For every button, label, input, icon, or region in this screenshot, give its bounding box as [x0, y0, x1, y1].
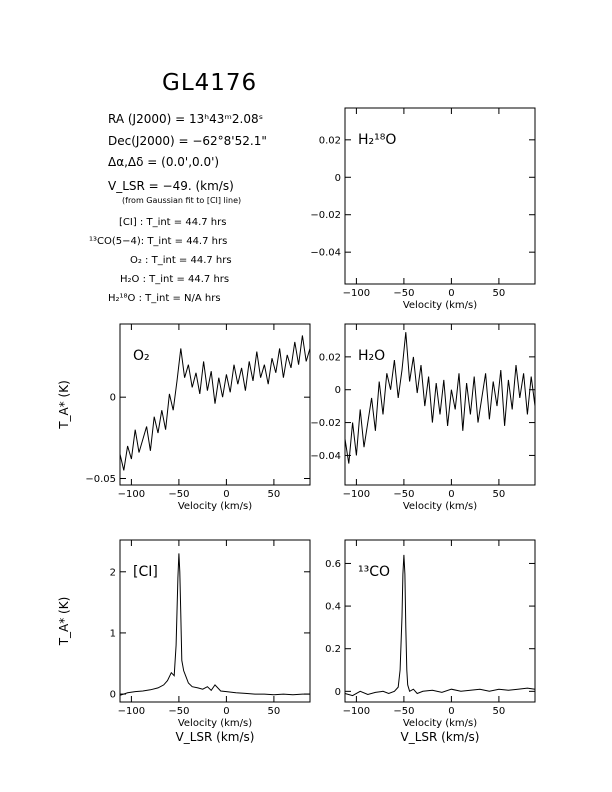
13co-line-label: ¹³CO [358, 564, 390, 580]
13co-xlabel-vlsr: V_LSR (km/s) [401, 730, 480, 744]
tint-h2o: H₂O : T_int = 44.7 hrs [120, 274, 230, 285]
vlsr-value: V_LSR = −49. (km/s) [108, 179, 234, 193]
h218o-ytick-label: 0.02 [319, 135, 341, 146]
o2-xtick-label: 0 [223, 489, 229, 500]
13co-xtick-label: −100 [343, 706, 370, 717]
h2o-xtick-label: 50 [493, 489, 506, 500]
h218o-ytick-label: 0 [335, 173, 341, 184]
ci-xlabel: Velocity (km/s) [178, 718, 252, 729]
dec-coordinate: Dec(J2000) = −62°8'52.1" [108, 134, 267, 148]
ci-line-label: [CI] [133, 564, 158, 580]
h2o-ytick-label: 0 [335, 385, 341, 396]
position-offset: Δα,Δδ = (0.0',0.0') [108, 155, 220, 169]
h2o-ytick-label: 0.02 [319, 352, 341, 363]
h2o-spectrum-line [344, 332, 536, 464]
h2o-line-label: H₂O [358, 348, 385, 364]
13co-ytick-label: 0.2 [325, 644, 341, 655]
o2-xtick-label: −50 [168, 489, 189, 500]
13co-xtick-label: −50 [393, 706, 414, 717]
h2o-ytick-label: −0.04 [310, 451, 341, 462]
13co-xtick-label: 50 [493, 706, 506, 717]
h218o-ytick-label: −0.04 [310, 248, 341, 259]
o2-spectrum-line [119, 335, 311, 471]
h2o-xlabel: Velocity (km/s) [403, 501, 477, 512]
h2o-xtick-label: 0 [448, 489, 454, 500]
13co-ytick-label: 0.4 [325, 602, 341, 613]
tint-13co: ¹³CO(5−4): T_int = 44.7 hrs [89, 236, 228, 247]
13co-xtick-label: 0 [448, 706, 454, 717]
13co-xlabel: Velocity (km/s) [403, 718, 477, 729]
13co-ytick-label: 0 [335, 687, 341, 698]
tint-h218o: H₂¹⁸O : T_int = N/A hrs [108, 293, 221, 304]
o2-frame [119, 323, 311, 486]
tint-o2: O₂ : T_int = 44.7 hrs [130, 255, 232, 266]
h218o-frame [344, 107, 536, 285]
ci-xtick-label: 0 [223, 706, 229, 717]
h218o-xtick-label: −100 [343, 288, 370, 299]
ci-ylabel: T_A* (K) [57, 597, 71, 647]
13co-frame [344, 539, 536, 703]
vlsr-note: (from Gaussian fit to [CI] line) [122, 196, 242, 205]
h218o-ytick-label: −0.02 [310, 210, 341, 221]
h218o-xtick-label: 0 [448, 288, 454, 299]
h2o-ytick-label: −0.02 [310, 418, 341, 429]
ci-spectrum-line [119, 553, 310, 696]
ci-ytick-label: 2 [110, 567, 116, 578]
ci-xtick-label: −100 [118, 706, 145, 717]
o2-xtick-label: 50 [268, 489, 281, 500]
o2-xtick-label: −100 [118, 489, 145, 500]
h218o-xlabel: Velocity (km/s) [403, 300, 477, 311]
h218o-xtick-label: −50 [393, 288, 414, 299]
h218o-xtick-label: 50 [493, 288, 506, 299]
ci-ytick-label: 0 [110, 690, 116, 701]
o2-ylabel: T_A* (K) [57, 380, 71, 430]
o2-xlabel: Velocity (km/s) [178, 501, 252, 512]
13co-ytick-label: 0.6 [325, 559, 341, 570]
h2o-xtick-label: −50 [393, 489, 414, 500]
h2o-xtick-label: −100 [343, 489, 370, 500]
source-title: GL4176 [162, 70, 258, 96]
ci-xtick-label: −50 [168, 706, 189, 717]
ci-frame [119, 539, 311, 703]
ci-xlabel-vlsr: V_LSR (km/s) [176, 730, 255, 744]
ci-ytick-label: 1 [110, 628, 116, 639]
o2-ytick-label: 0 [110, 393, 116, 404]
ci-xtick-label: 50 [268, 706, 281, 717]
ra-coordinate: RA (J2000) = 13ʰ43ᵐ2.08ˢ [108, 112, 264, 126]
o2-ytick-label: −0.05 [85, 474, 116, 485]
h218o-line-label: H₂¹⁸O [358, 132, 396, 148]
tint-ci: [CI] : T_int = 44.7 hrs [119, 217, 227, 228]
13co-spectrum-line [344, 554, 536, 697]
o2-line-label: O₂ [133, 348, 150, 364]
